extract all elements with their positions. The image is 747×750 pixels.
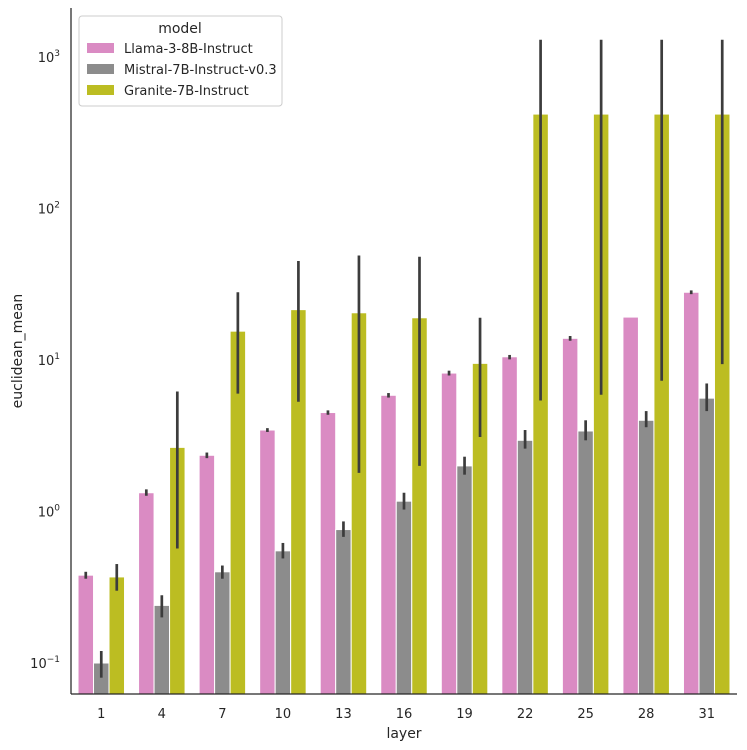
bar-mistral-7b-instruct-v0-3-layer-10: [274, 550, 292, 695]
y-tick-label: 102: [38, 201, 60, 218]
x-tick-label: 19: [456, 707, 473, 722]
bar-llama-3-8b-instruct-layer-13: [319, 412, 337, 695]
y-axis-label: euclidean_mean: [10, 294, 26, 409]
bar-mistral-7b-instruct-v0-3-layer-25: [577, 430, 594, 695]
bar-mistral-7b-instruct-v0-3-layer-22: [516, 439, 534, 695]
bar-llama-3-8b-instruct-layer-22: [501, 356, 518, 695]
bar-mistral-7b-instruct-v0-3-layer-16: [395, 500, 413, 695]
x-tick-label: 7: [218, 707, 226, 722]
legend: model Llama-3-8B-Instruct Mistral-7B-Inst…: [78, 15, 283, 107]
x-tick-label: 10: [275, 707, 292, 722]
x-axis-label: layer: [386, 726, 421, 742]
x-tick-label: 1: [97, 707, 105, 722]
bar-granite-7b-instruct-layer-1: [108, 576, 126, 695]
bar-mistral-7b-instruct-v0-3-layer-28: [637, 419, 655, 695]
bar-llama-3-8b-instruct-layer-28: [622, 316, 639, 695]
error-bars-layer: [84, 39, 724, 678]
x-tick-label: 22: [517, 707, 534, 722]
bar-llama-3-8b-instruct-layer-7: [198, 454, 216, 695]
y-axis-ticks: 10−1 100 101 102 103: [30, 49, 60, 672]
bar-llama-3-8b-instruct-layer-25: [561, 337, 579, 695]
legend-frame: [78, 15, 283, 107]
legend-label: Llama-3-8B-Instruct: [124, 42, 253, 57]
x-tick-label: 28: [638, 707, 655, 722]
legend-items: Llama-3-8B-Instruct Mistral-7B-Instruct-v…: [87, 42, 277, 99]
y-tick-label: 103: [38, 49, 60, 66]
y-tick-label: 10−1: [30, 655, 60, 672]
legend-label: Mistral-7B-Instruct-v0.3: [124, 63, 277, 78]
x-tick-label: 16: [396, 707, 413, 722]
bar-mistral-7b-instruct-v0-3-layer-13: [335, 529, 352, 695]
bar-llama-3-8b-instruct-layer-19: [440, 372, 458, 695]
bar-llama-3-8b-instruct-layer-1: [77, 574, 95, 695]
y-tick-label: 100: [38, 504, 61, 521]
x-tick-label: 13: [335, 707, 352, 722]
x-tick-label: 4: [158, 707, 166, 722]
bar-mistral-7b-instruct-v0-3-layer-7: [214, 571, 231, 695]
legend-swatch-granite-7b-instruct: [87, 85, 114, 95]
legend-title: model: [158, 21, 202, 37]
x-tick-label: 31: [698, 707, 715, 722]
bar-llama-3-8b-instruct-layer-10: [259, 429, 276, 695]
bar-llama-3-8b-instruct-layer-4: [138, 492, 155, 695]
bar-mistral-7b-instruct-v0-3-layer-31: [698, 397, 715, 695]
bar-llama-3-8b-instruct-layer-16: [380, 394, 397, 695]
x-axis-ticks: 1 4 7 10 13 16 19 22 25 28 31: [97, 707, 715, 722]
bar-mistral-7b-instruct-v0-3-layer-4: [153, 604, 171, 695]
legend-swatch-mistral-7b-instruct-v0-3: [87, 64, 114, 74]
legend-label: Granite-7B-Instruct: [124, 84, 249, 99]
legend-swatch-llama-3-8b-instruct: [87, 43, 114, 53]
bar-mistral-7b-instruct-v0-3-layer-19: [456, 465, 473, 695]
y-tick-label: 101: [38, 352, 60, 369]
bars-layer: [77, 113, 731, 695]
x-tick-label: 25: [577, 707, 594, 722]
bar-llama-3-8b-instruct-layer-31: [682, 291, 700, 695]
